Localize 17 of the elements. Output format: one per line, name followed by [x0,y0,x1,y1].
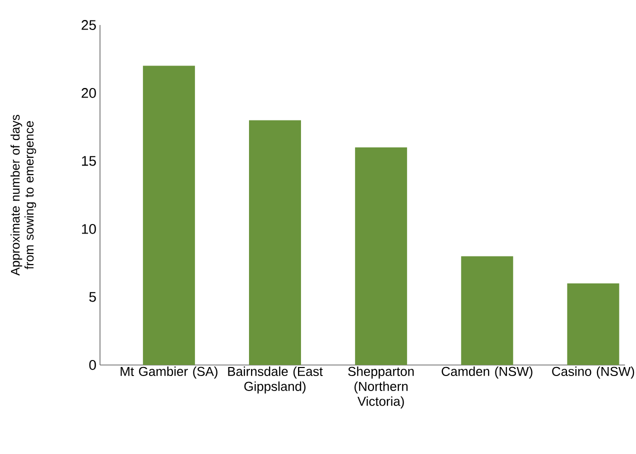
bar [249,120,302,365]
bar [142,66,195,365]
y-tick-label: 10 [82,224,96,234]
bar [355,147,408,365]
x-tick-label: Casino (NSW) [552,366,634,379]
x-tick-label: Camden (NSW) [442,366,532,379]
y-axis-title: Approximate number of days from sowing to emergence [10,114,36,276]
y-tick-label: 15 [82,156,96,166]
x-tick-label: Bairnsdale (East Gippsland) [228,366,323,394]
bar [567,283,620,365]
y-tick-label: 0 [89,360,96,370]
x-tick-label: Mt Gambier (SA) [120,366,218,379]
y-tick-label: 20 [82,88,96,98]
bar [461,256,514,365]
y-tick-label: 5 [89,292,96,302]
x-tick-label: Shepparton (Northern Victoria) [348,366,414,408]
y-tick-label: 25 [82,20,96,30]
